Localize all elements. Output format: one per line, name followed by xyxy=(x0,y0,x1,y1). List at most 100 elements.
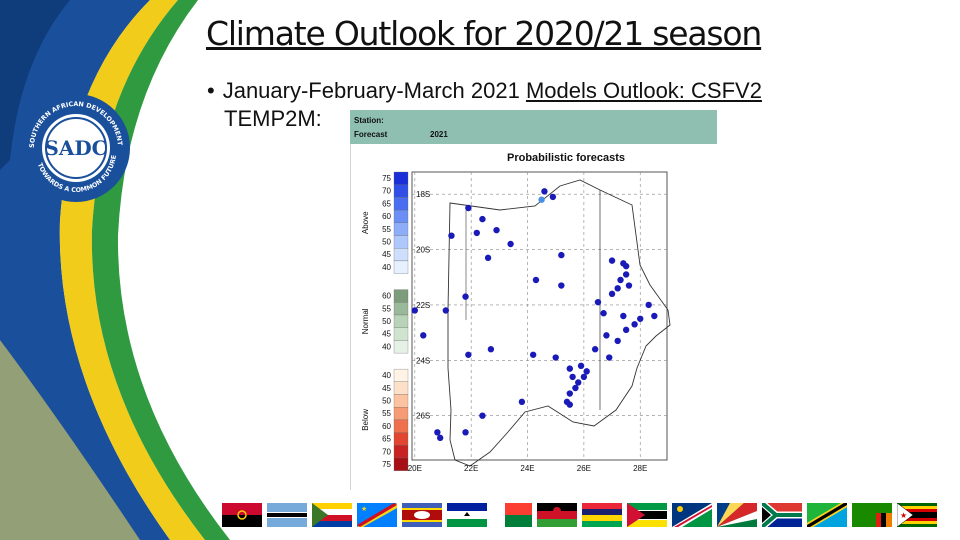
legend-swatch xyxy=(393,432,409,446)
forecast-point xyxy=(465,351,472,358)
legend-swatch xyxy=(393,327,409,341)
x-tick-label: 22E xyxy=(464,464,478,473)
forecast-point xyxy=(566,390,573,397)
forecast-point xyxy=(614,337,621,345)
legend-swatch xyxy=(393,184,409,198)
legend-swatch xyxy=(393,302,409,316)
flag-mauritius xyxy=(582,503,622,527)
forecast-point xyxy=(541,188,548,195)
forecast-point xyxy=(479,215,486,223)
forecast-point xyxy=(484,254,492,262)
forecast-point xyxy=(518,398,526,406)
forecast-point xyxy=(448,232,455,239)
axes: 20E 22E 24E 26E 28E 18S 20S 22S 24S 26S xyxy=(408,190,648,473)
bullet-dot: • xyxy=(207,78,215,103)
forecast-point xyxy=(558,251,565,259)
x-tick-label: 24E xyxy=(520,464,534,473)
forecast-point xyxy=(532,276,540,284)
legend-swatch xyxy=(393,368,409,382)
forecast-point xyxy=(603,332,610,339)
legend-tick: 60 xyxy=(382,212,391,221)
forecast-point xyxy=(558,282,565,289)
forecast-point xyxy=(622,271,630,278)
flag-comoros xyxy=(312,503,352,527)
forecast-point xyxy=(583,368,590,375)
legend-tick: 75 xyxy=(382,460,391,469)
forecast-point xyxy=(566,401,573,408)
bullet-line2: TEMP2M: xyxy=(224,106,322,131)
forecast-point xyxy=(625,282,633,289)
legend-tick: 65 xyxy=(382,435,391,444)
legend-tick: 40 xyxy=(382,342,391,351)
legend-swatch xyxy=(393,394,409,408)
flag-lesotho xyxy=(447,503,487,527)
forecast-points xyxy=(411,188,658,442)
legend-swatch xyxy=(393,419,409,433)
forecast-point xyxy=(465,204,472,212)
forecast-year: 2021 xyxy=(430,130,448,139)
logo-text: SADC xyxy=(44,136,107,160)
legend-swatch xyxy=(393,171,409,185)
flag-south-africa xyxy=(762,503,802,527)
legend-swatch xyxy=(393,235,409,249)
forecast-point xyxy=(608,290,616,298)
y-tick-label: 18S xyxy=(416,190,430,199)
y-tick-label: 20S xyxy=(416,246,430,255)
forecast-point xyxy=(645,301,652,309)
legend-tick: 55 xyxy=(382,225,391,234)
legend-swatch xyxy=(393,209,409,223)
probabilistic-forecast-chart: Station: Forecast 2021 Probabilistic for… xyxy=(350,110,717,490)
legend-swatch xyxy=(393,314,409,328)
bullet-underlined: Models Outlook: CSFV2 xyxy=(525,78,762,103)
legend-tick: 70 xyxy=(382,447,391,456)
plot-frame xyxy=(411,171,668,461)
legend-tick: 60 xyxy=(382,422,391,431)
forecast-point xyxy=(620,312,627,320)
forecast-point xyxy=(479,412,486,419)
legend-swatch xyxy=(393,289,409,303)
forecast-point xyxy=(572,384,579,392)
forecast-point xyxy=(442,307,450,314)
legend-tick: 55 xyxy=(382,304,391,313)
legend-swatch xyxy=(393,407,409,421)
chart-title: Probabilistic forecasts xyxy=(507,152,625,164)
x-tick-label: 26E xyxy=(577,464,591,473)
forecast-point xyxy=(420,332,427,339)
forecast-point xyxy=(411,307,419,314)
forecast-point xyxy=(591,346,599,353)
legend-tick: 60 xyxy=(382,292,391,301)
sadc-logo: SOUTHERN AFRICAN DEVELOPMENT COMMUNITY T… xyxy=(20,92,130,202)
flag-mozambique xyxy=(627,503,667,527)
flag-botswana xyxy=(267,503,307,527)
svg-text:★: ★ xyxy=(361,505,367,513)
forecast-point xyxy=(549,193,557,201)
forecast-point xyxy=(552,354,559,361)
legend-swatch xyxy=(393,248,409,262)
forecast-point xyxy=(594,298,602,306)
forecast-point xyxy=(637,315,644,322)
legend-group-label: Above xyxy=(361,211,370,234)
forecast-point xyxy=(577,362,585,370)
forecast-point xyxy=(507,240,514,248)
forecast-point xyxy=(631,321,638,328)
y-tick-label: 22S xyxy=(416,301,430,310)
legend-swatch xyxy=(393,197,409,211)
legend-tick: 50 xyxy=(382,397,391,406)
grid-lines xyxy=(412,172,667,460)
forecast-label: Forecast xyxy=(354,130,388,139)
legend-group-label: Below xyxy=(361,409,370,431)
legend-colorbar: 75 70 65 60 55 50 45 40 Above 60 55 50 45 40 Normal 40 4… xyxy=(361,171,409,471)
forecast-point xyxy=(529,351,537,358)
flag-zimbabwe: ★ xyxy=(897,503,937,527)
forecast-point xyxy=(608,257,616,264)
y-tick-label: 24S xyxy=(416,356,430,365)
forecast-point xyxy=(538,196,545,203)
legend-swatch xyxy=(393,222,409,236)
flag-seychelles xyxy=(717,503,757,527)
flag-malawi xyxy=(537,503,577,527)
flag-zambia xyxy=(852,503,892,527)
member-flags: ★ ★ xyxy=(222,503,937,528)
legend-tick: 40 xyxy=(382,263,391,272)
forecast-point xyxy=(566,365,573,372)
legend-tick: 45 xyxy=(382,330,391,339)
